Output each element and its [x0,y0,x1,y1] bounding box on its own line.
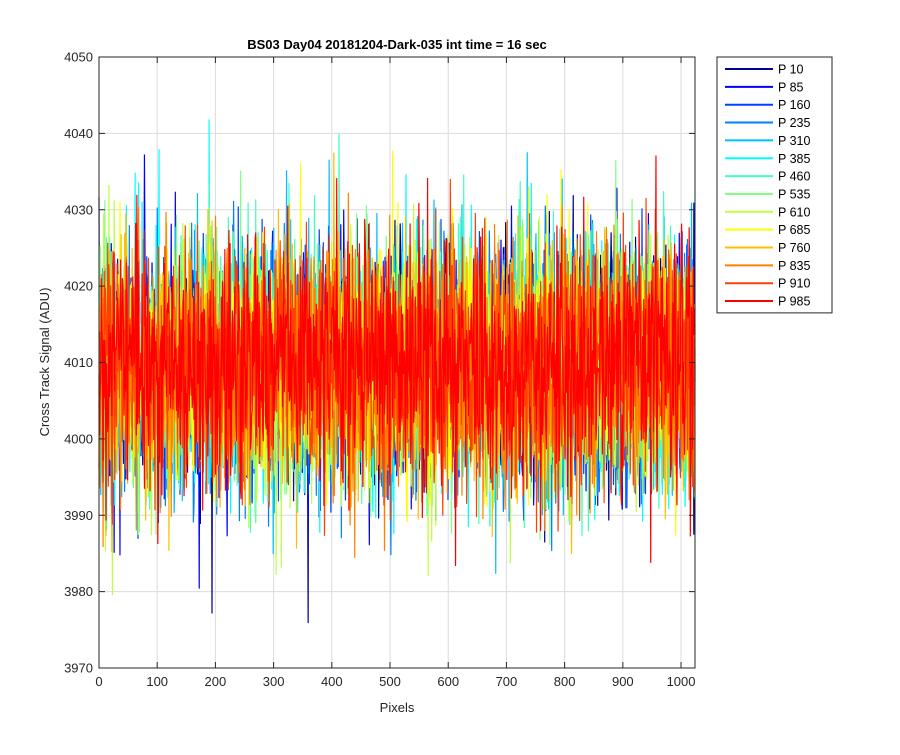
legend-box [716,56,833,314]
legend-entry-label: P 910 [778,277,810,291]
legend-entry-label: P 310 [778,134,810,148]
x-tick-label: 700 [496,674,518,689]
y-axis-label: Cross Track Signal (ADU) [37,288,52,437]
y-tick-label: 4030 [64,202,93,217]
legend-entry-label: P 760 [778,241,810,255]
y-tick-label: 3990 [64,508,93,523]
x-tick-label: 1000 [667,674,696,689]
legend-entry-label: P 685 [778,223,810,237]
x-tick-label: 100 [146,674,168,689]
y-tick-label: 4040 [64,126,93,141]
legend-entry-label: P 535 [778,187,810,201]
x-axis-label: Pixels [380,700,415,715]
x-tick-label: 600 [437,674,459,689]
legend-entry-label: P 460 [778,170,810,184]
legend-entry-label: P 85 [778,80,804,94]
x-tick-label: 800 [554,674,576,689]
legend-entry-label: P 610 [778,205,810,219]
x-tick-label: 900 [612,674,634,689]
chart-title: BS03 Day04 20181204-Dark-035 int time = … [247,37,547,52]
legend: P 10 P 85 P 160 P 235 P 310 P 385 P 460 P 535 P … [716,56,833,314]
y-tick-label: 3980 [64,584,93,599]
ticks: 0 100 200 300 400 500 600 700 800 900 1000 3970 3980… [64,50,695,690]
y-tick-label: 4000 [64,431,93,446]
series-line-p985 [98,155,696,567]
y-tick-label: 4010 [64,355,93,370]
legend-entry-label: P 160 [778,98,810,112]
y-tick-label: 3970 [64,661,93,676]
x-tick-label: 300 [263,674,285,689]
legend-entry-label: P 235 [778,116,810,130]
x-tick-label: 400 [321,674,343,689]
legend-entry-label: P 385 [778,152,810,166]
legend-entry-label: P 10 [778,63,804,77]
series-layer [98,119,696,624]
x-tick-label: 200 [205,674,227,689]
legend-entry-label: P 985 [778,295,810,309]
y-tick-label: 4020 [64,279,93,294]
y-tick-label: 4050 [64,50,93,65]
x-tick-label: 500 [379,674,401,689]
x-tick-label: 0 [95,674,102,689]
legend-entry-label: P 835 [778,259,810,273]
